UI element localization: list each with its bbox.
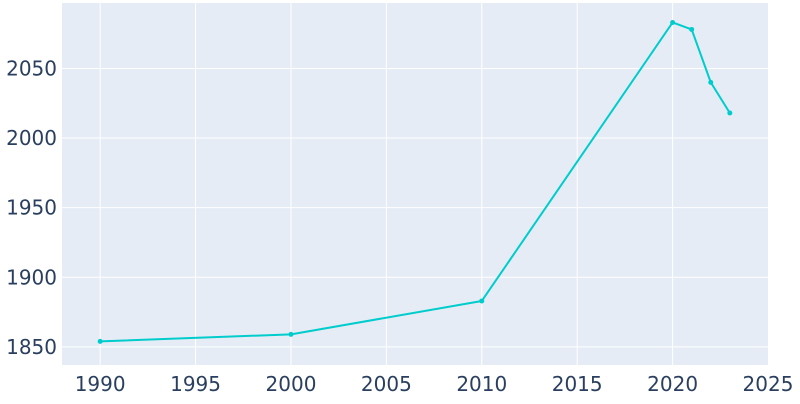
data-point-2023: [727, 110, 733, 116]
y-tick-label-1900: 1900: [6, 265, 57, 289]
x-tick-label-2015: 2015: [552, 372, 603, 396]
data-point-2020: [670, 19, 676, 25]
y-tick-label-2000: 2000: [6, 126, 57, 150]
x-tick-label-2010: 2010: [456, 372, 507, 396]
x-tick-label-1990: 1990: [75, 372, 126, 396]
plot-background: [62, 3, 768, 365]
y-axis-ticks: 1850 1900 1950 2000 2050: [6, 56, 57, 358]
y-tick-label-1850: 1850: [6, 335, 57, 359]
x-axis-ticks: 1990 1995 2000 2005 2010 2015 2020 2025: [75, 372, 794, 396]
y-tick-label-2050: 2050: [6, 56, 57, 80]
data-point-2010: [479, 298, 485, 304]
data-point-2021: [689, 26, 695, 32]
grid-x: [99, 3, 674, 365]
y-tick-label-1950: 1950: [6, 196, 57, 220]
x-tick-label-2020: 2020: [647, 372, 698, 396]
x-tick-label-2005: 2005: [361, 372, 412, 396]
x-tick-label-1995: 1995: [170, 372, 221, 396]
x-tick-label-2025: 2025: [743, 372, 794, 396]
grid-y: [62, 67, 768, 348]
data-point-2022: [708, 79, 714, 85]
data-point-2000: [288, 331, 294, 337]
x-tick-label-2000: 2000: [266, 372, 317, 396]
series-layer: [97, 19, 733, 344]
data-point-1990: [97, 338, 103, 344]
